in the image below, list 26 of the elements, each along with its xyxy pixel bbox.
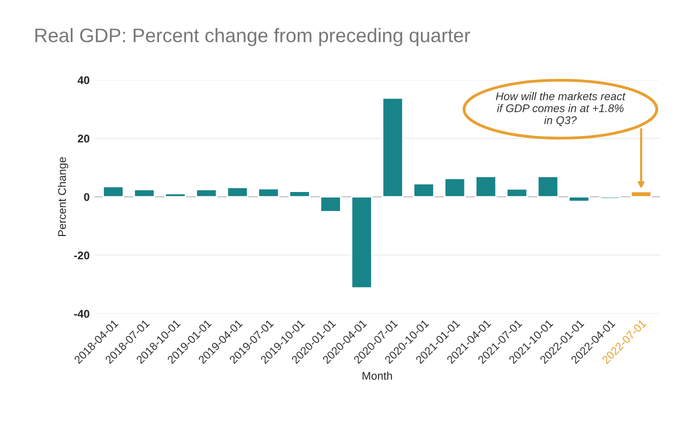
chart-title: Real GDP: Percent change from preceding quarter xyxy=(35,28,470,46)
bar xyxy=(444,178,466,198)
y-axis-title: Percent Change xyxy=(58,157,68,236)
bar xyxy=(258,188,280,198)
bar xyxy=(475,176,497,198)
y-tick-label: -40 xyxy=(74,310,90,318)
y-tick-label: 20 xyxy=(78,134,90,143)
y-tick-label: -20 xyxy=(74,252,90,260)
bar xyxy=(350,196,372,289)
y-tick-label: 40 xyxy=(78,76,90,84)
annotation: How will the markets react if GDP comes in at +1.8% in Q3? xyxy=(496,92,626,126)
bar xyxy=(288,190,310,198)
bar xyxy=(196,188,218,198)
bar xyxy=(320,196,342,212)
bar xyxy=(382,97,404,198)
bar xyxy=(506,188,528,198)
bar xyxy=(568,196,590,202)
bar xyxy=(630,190,652,198)
bar xyxy=(537,176,559,198)
bar xyxy=(226,186,248,198)
bar xyxy=(413,182,435,198)
bar xyxy=(134,188,156,198)
x-axis-title: Month xyxy=(362,372,392,380)
y-tick-label: 0 xyxy=(84,193,90,201)
bar xyxy=(164,192,186,198)
bar xyxy=(102,186,124,198)
